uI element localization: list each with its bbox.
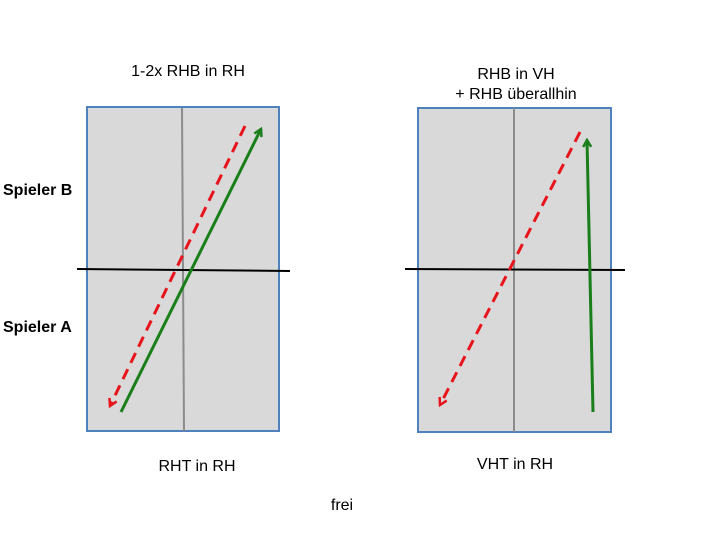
left-table xyxy=(76,106,291,432)
right-return-arrow xyxy=(440,131,582,405)
right-diagram-title-line2: + RHB überallhin xyxy=(455,86,577,103)
right-table-net xyxy=(404,268,626,271)
left-diagram-title: 1-2x RHB in RH xyxy=(131,63,245,80)
right-diagram-title-line1: RHB in VH xyxy=(477,66,555,83)
right-table xyxy=(404,107,626,433)
right-diagram-caption: VHT in RH xyxy=(476,456,554,473)
player-b-label: Spieler B xyxy=(3,182,73,199)
left-return-arrow xyxy=(110,125,247,406)
player-a-label: Spieler A xyxy=(3,319,72,336)
left-diagram-caption: RHT in RH xyxy=(158,458,236,475)
footer-label: frei xyxy=(330,497,354,514)
left-table-net xyxy=(76,268,291,272)
right-serve-arrow xyxy=(587,140,595,413)
left-serve-arrow xyxy=(119,129,261,413)
